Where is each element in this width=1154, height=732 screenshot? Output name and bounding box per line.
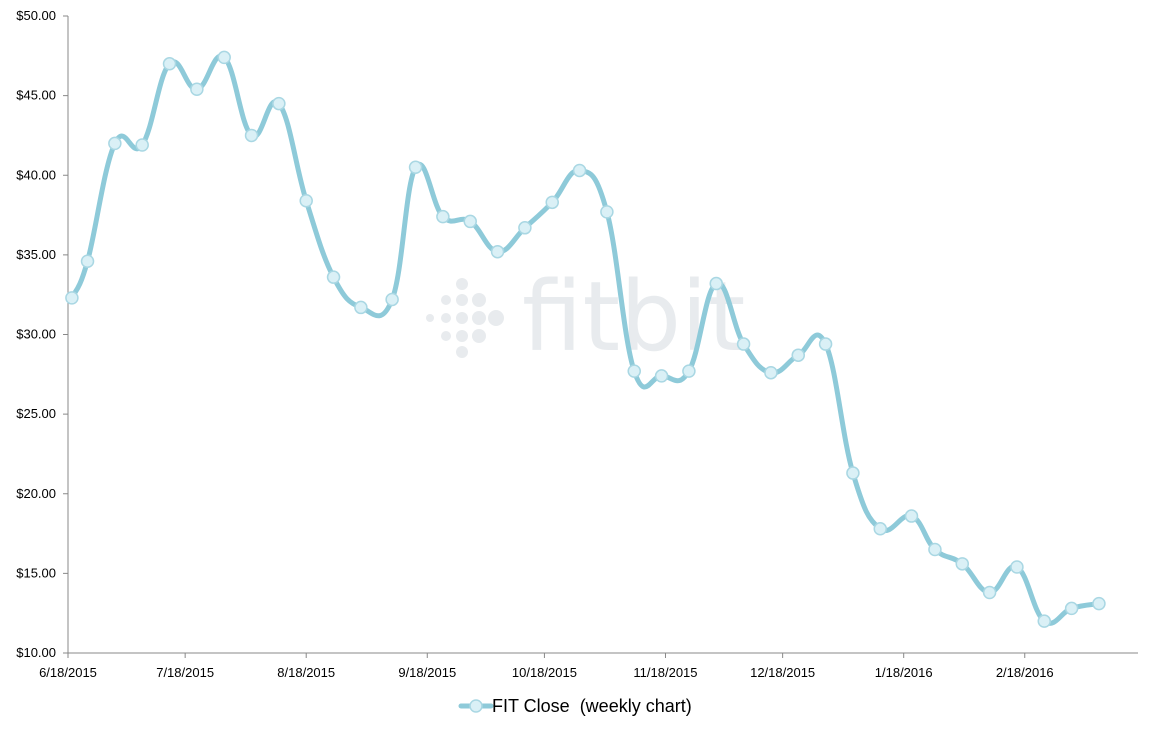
data-point — [627, 364, 641, 378]
data-point — [80, 254, 95, 268]
watermark-dot — [456, 312, 468, 324]
watermark-dot — [456, 346, 468, 358]
data-point — [818, 337, 833, 351]
data-point — [572, 163, 587, 178]
data-point — [162, 57, 177, 71]
data-point — [654, 369, 669, 383]
data-point — [299, 193, 313, 208]
data-point — [764, 365, 778, 380]
x-tick-label: 10/18/2015 — [512, 665, 577, 680]
x-tick-label: 1/18/2016 — [875, 665, 933, 680]
fitbit-logo-icon — [426, 278, 504, 358]
data-point — [709, 276, 723, 291]
y-tick-label: $10.00 — [16, 645, 56, 660]
data-point — [846, 466, 860, 480]
data-point — [982, 585, 997, 600]
y-tick-label: $45.00 — [16, 88, 56, 103]
x-tick-label: 7/18/2015 — [156, 665, 214, 680]
y-tick-label: $20.00 — [16, 486, 56, 501]
data-point — [791, 348, 806, 362]
watermark-text: fitbit — [522, 261, 745, 373]
watermark-dot — [456, 278, 468, 290]
axes — [63, 15, 1138, 658]
y-tick-label: $30.00 — [16, 327, 56, 342]
x-tick-label: 12/18/2015 — [750, 665, 815, 680]
watermark-dot — [488, 310, 504, 326]
data-point — [408, 160, 423, 175]
y-axis-tick-labels: $10.00 $15.00 $20.00 $25.00 $30.00 $35.00 $40.… — [16, 8, 56, 660]
data-point — [217, 50, 231, 65]
watermark-dot — [441, 331, 451, 341]
watermark-dot — [456, 294, 468, 306]
x-axis-tick-labels: 6/18/2015 7/18/2015 8/18/2015 9/18/2015 10/1… — [39, 665, 1054, 680]
y-tick-label: $35.00 — [16, 247, 56, 262]
y-tick-label: $25.00 — [16, 406, 56, 421]
data-point — [518, 221, 532, 235]
data-point — [190, 82, 204, 97]
x-tick-label: 9/18/2015 — [398, 665, 456, 680]
watermark-dot — [441, 295, 451, 305]
data-point — [928, 542, 942, 557]
data-point — [545, 195, 559, 210]
data-point — [65, 291, 79, 305]
data-point — [108, 136, 122, 151]
data-point — [955, 557, 970, 571]
data-point — [463, 214, 477, 229]
data-point — [1064, 601, 1079, 616]
watermark-dot — [426, 314, 434, 322]
data-point — [1037, 614, 1052, 628]
series-points — [65, 50, 1106, 628]
data-point — [436, 209, 450, 224]
data-point — [272, 96, 286, 111]
watermark-dot — [472, 311, 486, 325]
watermark-dot — [441, 313, 451, 323]
data-point — [490, 244, 505, 259]
data-point — [135, 138, 149, 152]
y-tick-label: $15.00 — [16, 565, 56, 580]
data-point — [682, 364, 696, 378]
x-tick-label: 11/18/2015 — [633, 665, 697, 680]
data-point — [385, 292, 399, 307]
legend-label: FIT Close (weekly chart) — [492, 696, 692, 716]
y-tick-label: $40.00 — [16, 167, 56, 182]
y-tick-label: $50.00 — [16, 8, 56, 23]
legend: FIT Close (weekly chart) — [458, 696, 692, 716]
data-point — [354, 300, 368, 315]
data-point — [873, 522, 888, 536]
data-point — [736, 337, 751, 351]
data-point — [244, 128, 259, 143]
x-tick-label: 2/18/2016 — [996, 665, 1054, 680]
fitbit-watermark: fitbit — [426, 261, 745, 373]
watermark-dot — [472, 293, 486, 307]
data-point — [600, 205, 614, 219]
data-point — [1010, 560, 1024, 574]
legend-marker — [469, 699, 483, 713]
data-point — [904, 509, 919, 523]
watermark-dot — [472, 329, 486, 343]
data-point — [326, 270, 341, 284]
data-point — [1092, 596, 1106, 611]
watermark-dot — [456, 330, 468, 342]
x-tick-label: 6/18/2015 — [39, 665, 97, 680]
x-tick-label: 8/18/2015 — [277, 665, 335, 680]
